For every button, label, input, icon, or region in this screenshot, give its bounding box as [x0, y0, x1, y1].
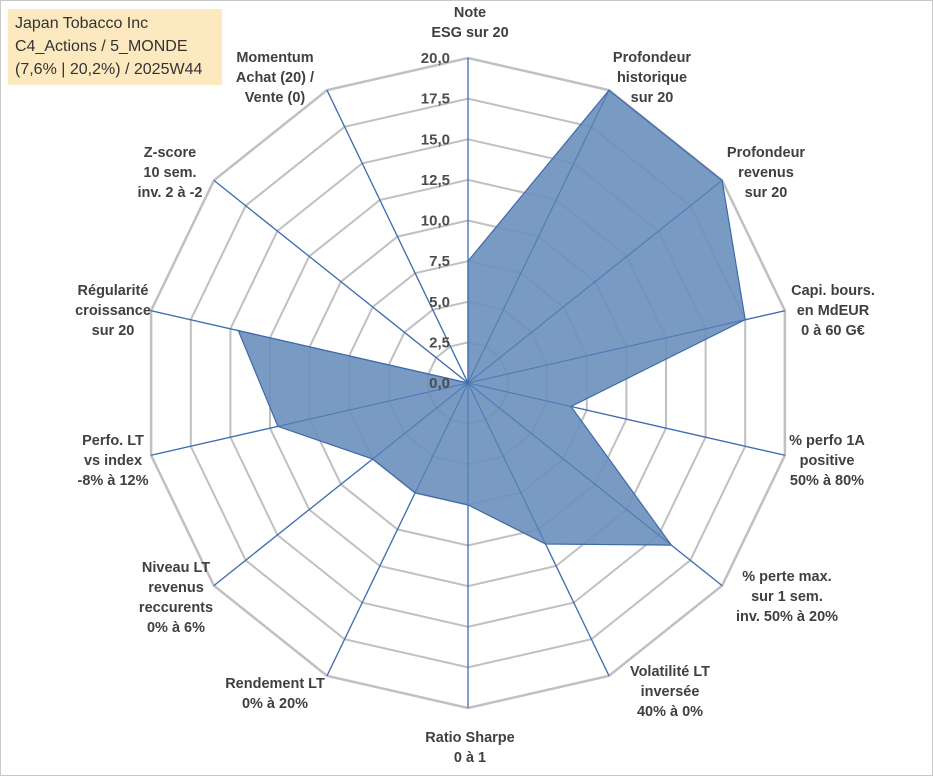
axis-spoke-overlay	[213, 382, 469, 586]
axis-label-line: sur 20	[744, 185, 788, 201]
axis-label-line: Régularité	[77, 283, 149, 299]
axis-label-line: 50% à 80%	[789, 473, 865, 489]
axis-label: Niveau LT revenus reccurents 0% à 6%	[139, 558, 213, 638]
axis-label: Z-score 10 sem. inv. 2 à -2	[137, 143, 202, 203]
axis-label: Momentum Achat (20) / Vente (0)	[236, 48, 314, 108]
axis-label-line: % perte max.	[742, 569, 832, 585]
axis-label-line: inv. 50% à 20%	[735, 609, 839, 625]
axis-label-line: inversée	[640, 684, 700, 700]
axis-label: Profondeur historique sur 20	[613, 48, 691, 108]
axis-label-line: -8% à 12%	[77, 473, 149, 489]
axis-label-line: Profondeur	[612, 50, 692, 66]
axis-spoke-overlay	[467, 180, 723, 384]
axis-label-line: revenus	[148, 580, 204, 596]
title-line-2: C4_Actions / 5_MONDE	[15, 38, 188, 55]
radar-series	[150, 58, 786, 708]
axis-label-line: Volatilité LT	[629, 664, 711, 680]
axis-label-line: Capi. bours.	[791, 283, 875, 299]
axis-label-line: inv. 2 à -2	[137, 185, 203, 201]
tick-label: 10,0	[421, 213, 450, 230]
axis-label: Régularité croissance sur 20	[75, 281, 151, 341]
axis-label: % perfo 1A positive 50% à 80%	[789, 431, 865, 491]
axis-label: Perfo. LT vs index -8% à 12%	[78, 431, 149, 491]
axis-label-line: % perfo 1A	[789, 433, 865, 449]
axis-spoke-overlay	[467, 382, 610, 677]
axis-label-line: Note	[453, 5, 487, 21]
axis-label-line: Ratio Sharpe	[425, 730, 515, 746]
axis-label-line: Achat (20) /	[235, 70, 315, 86]
title-line-1: Japan Tobacco Inc	[15, 15, 149, 32]
tick-label: 20,0	[421, 50, 450, 67]
axis-spoke-overlay	[213, 180, 469, 384]
axis-label: Volatilité LT inversée 40% à 0%	[630, 662, 710, 722]
axis-label-line: historique	[616, 70, 688, 86]
axis-label-line: 0% à 20%	[241, 696, 309, 712]
axis-label-line: Momentum	[236, 50, 314, 66]
axis-spoke-overlay	[467, 310, 786, 384]
axis-label-line: sur 20	[630, 90, 674, 106]
axis-spoke-overlay	[326, 382, 469, 677]
axis-label-line: revenus	[738, 165, 794, 181]
axis-label-line: Rendement LT	[225, 676, 325, 692]
axis-label-line: 0% à 6%	[146, 620, 206, 636]
axis-label: Capi. bours. en MdEUR 0 à 60 G€	[791, 281, 875, 341]
axis-label-line: reccurents	[138, 600, 214, 616]
axis-label-line: 0 à 1	[453, 750, 487, 766]
title-line-3: (7,6% | 20,2%) / 2025W44	[15, 61, 203, 78]
axis-label-line: sur 20	[91, 323, 135, 339]
axis-label: Profondeur revenus sur 20	[727, 143, 805, 203]
radar-tick-labels: 0,0 2,5 5,0 7,5 10,0 12,5 15,0 17,5 20,0	[421, 50, 450, 392]
axis-label-line: Perfo. LT	[82, 433, 144, 449]
axis-label-line: Vente (0)	[244, 90, 306, 106]
axis-spoke-overlay	[467, 89, 610, 384]
axis-label: Note ESG sur 20	[431, 3, 508, 43]
axis-label-line: Z-score	[143, 145, 197, 161]
tick-label: 5,0	[429, 294, 450, 311]
axis-spoke-overlay	[467, 382, 723, 586]
axis-label-line: Niveau LT	[141, 560, 211, 576]
title-box: Japan Tobacco Inc C4_Actions / 5_MONDE (…	[8, 9, 222, 85]
axis-spoke-overlay	[467, 382, 786, 456]
axis-label-line: en MdEUR	[796, 303, 870, 319]
tick-label: 15,0	[421, 131, 450, 148]
axis-label-line: sur 1 sem.	[751, 589, 823, 605]
axis-label-line: ESG sur 20	[431, 25, 509, 41]
tick-label: 12,5	[421, 172, 450, 189]
axis-label-line: 10 sem.	[143, 165, 197, 181]
axis-label-line: positive	[799, 453, 855, 469]
axis-label-line: vs index	[83, 453, 143, 469]
tick-label: 7,5	[429, 253, 450, 270]
axis-label-line: croissance	[75, 303, 151, 319]
axis-spoke-overlay	[150, 382, 469, 456]
axis-label-line: 40% à 0%	[636, 704, 704, 720]
axis-label-line: Profondeur	[726, 145, 806, 161]
series-area	[237, 89, 746, 546]
axis-spoke-overlay	[150, 310, 469, 384]
tick-label: 0,0	[429, 375, 450, 392]
axis-label: Rendement LT 0% à 20%	[225, 674, 325, 714]
axis-label: Ratio Sharpe 0 à 1	[425, 728, 514, 768]
tick-label: 17,5	[421, 91, 450, 108]
axis-label: % perte max. sur 1 sem. inv. 50% à 20%	[736, 567, 838, 627]
axis-label-line: 0 à 60 G€	[801, 323, 865, 339]
axis-spoke-overlay	[326, 89, 469, 384]
tick-label: 2,5	[429, 334, 450, 351]
